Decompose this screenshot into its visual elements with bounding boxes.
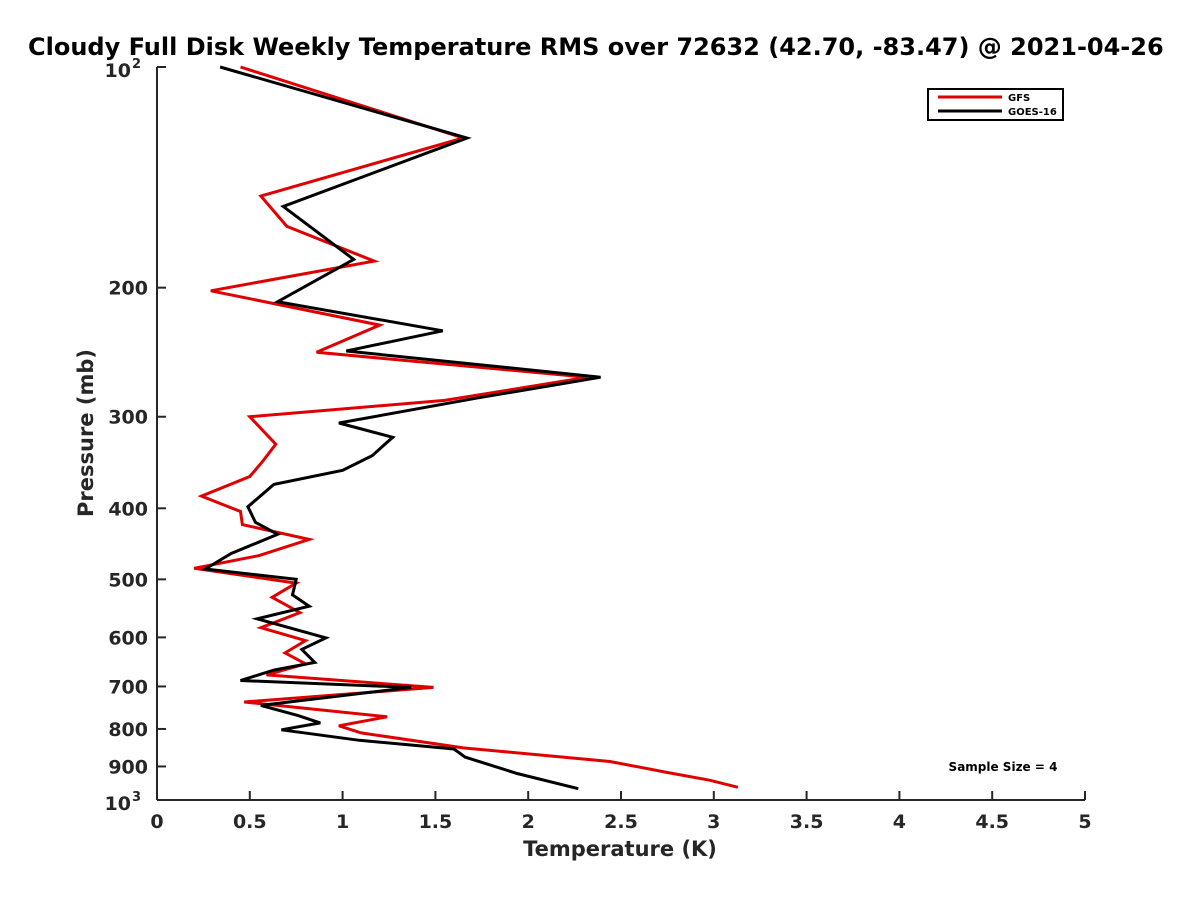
y-tick-label: 300 <box>108 407 148 429</box>
y-tick-label: 500 <box>108 569 148 591</box>
chart-title: Cloudy Full Disk Weekly Temperature RMS … <box>28 33 1164 61</box>
legend-label: GOES-16 <box>1008 107 1057 118</box>
x-tick-label: 4 <box>893 811 906 833</box>
x-tick-label: 3 <box>707 811 720 833</box>
x-axis-label: Temperature (K) <box>523 837 717 861</box>
y-tick-label: 10 <box>105 60 131 82</box>
y-tick-label: 400 <box>108 498 148 520</box>
x-tick-label: 5 <box>1078 811 1091 833</box>
x-tick-label: 3.5 <box>790 811 824 833</box>
y-tick-exponent: 3 <box>132 790 141 805</box>
x-tick-label: 2.5 <box>604 811 638 833</box>
sample-size-annotation: Sample Size = 4 <box>949 760 1058 774</box>
series-line-gfs <box>193 65 739 789</box>
y-tick-label: 10 <box>105 793 131 815</box>
y-tick-label: 900 <box>108 756 148 778</box>
legend-label: GFS <box>1008 93 1030 104</box>
y-axis-label: Pressure (mb) <box>74 349 98 517</box>
x-tick-label: 1 <box>336 811 349 833</box>
y-tick-exponent: 2 <box>132 57 141 72</box>
x-tick-label: 0 <box>150 811 163 833</box>
y-tick-label: 200 <box>108 278 148 300</box>
x-axis: 0 0.5 1 1.5 2 2.5 3 3.5 4 4.5 5 <box>150 791 1092 833</box>
series-line-goes-16 <box>200 65 601 791</box>
plot-area <box>156 67 1085 801</box>
legend-box <box>927 88 1064 121</box>
x-tick-label: 1.5 <box>419 811 453 833</box>
y-tick-label: 600 <box>108 627 148 649</box>
x-tick-label: 0.5 <box>233 811 267 833</box>
x-tick-label: 4.5 <box>975 811 1009 833</box>
x-tick-label: 2 <box>522 811 535 833</box>
series-group <box>193 65 739 791</box>
y-tick-label: 700 <box>108 676 148 698</box>
legend: GFS GOES-16 <box>927 88 1064 121</box>
y-tick-label: 800 <box>108 719 148 741</box>
